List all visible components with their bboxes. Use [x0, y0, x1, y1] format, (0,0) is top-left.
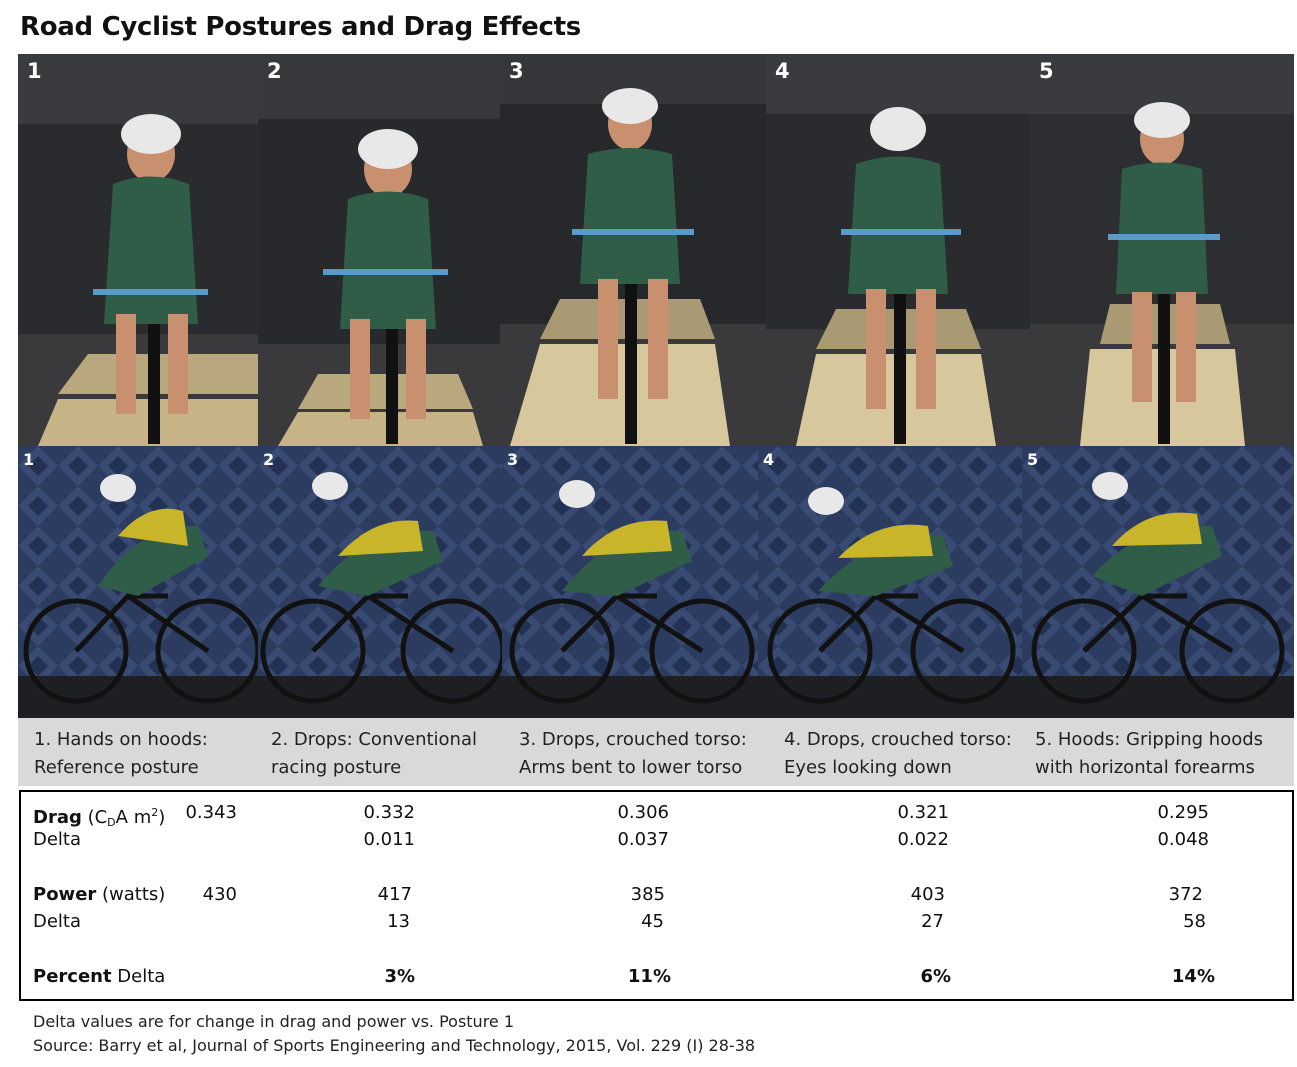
- footnote-source: Source: Barry et al, Journal of Sports E…: [33, 1036, 756, 1055]
- panel-number: 3: [507, 450, 519, 469]
- caption-line: racing posture: [271, 757, 402, 778]
- posture-caption-2: 2. Drops: Conventional racing posture: [255, 718, 503, 786]
- front-photo-posture-4: 4: [766, 54, 1030, 446]
- power-value-posture-4: 403: [910, 884, 945, 905]
- drag-value-posture-5: 0.295: [1157, 802, 1209, 823]
- panel-number: 2: [267, 59, 282, 83]
- page-title: Road Cyclist Postures and Drag Effects: [20, 12, 581, 42]
- caption-line: 5. Hoods: Gripping hoods: [1035, 729, 1264, 750]
- percent-delta-posture-2: 3%: [384, 966, 415, 987]
- percent-label-rest: Delta: [111, 966, 166, 987]
- drag-unit: ): [158, 807, 166, 828]
- front-photo-posture-2: 2: [258, 54, 500, 446]
- caption-line: with horizontal forearms: [1035, 757, 1255, 778]
- drag-value-posture-2: 0.332: [363, 802, 415, 823]
- front-photo-posture-3: 3: [500, 54, 766, 446]
- drag-delta-posture-4: 0.022: [897, 829, 949, 850]
- power-value-posture-3: 385: [630, 884, 665, 905]
- drag-unit-subscript: D: [107, 816, 116, 829]
- front-photo-posture-5: 5: [1030, 54, 1294, 446]
- caption-line: 1. Hands on hoods:: [34, 729, 208, 750]
- percent-delta-posture-5: 14%: [1171, 966, 1215, 987]
- footnote-delta: Delta values are for change in drag and …: [33, 1012, 515, 1031]
- panel-number: 4: [775, 59, 790, 83]
- power-label: Power: [33, 884, 97, 905]
- posture-caption-1: 1. Hands on hoods: Reference posture: [18, 718, 255, 786]
- posture-caption-4: 4. Drops, crouched torso: Eyes looking d…: [768, 718, 1019, 786]
- power-delta-posture-5: 58: [1183, 911, 1206, 932]
- caption-line: 2. Drops: Conventional: [271, 729, 477, 750]
- panel-number: 1: [27, 59, 42, 83]
- power-delta-label: Delta: [33, 911, 82, 932]
- drag-delta-posture-5: 0.048: [1157, 829, 1209, 850]
- drag-row-label: Drag (CDA m2): [33, 802, 165, 834]
- drag-value-posture-4: 0.321: [897, 802, 949, 823]
- posture-caption-3: 3. Drops, crouched torso: Arms bent to l…: [503, 718, 768, 786]
- power-unit: (watts): [96, 884, 166, 905]
- caption-line: Reference posture: [34, 757, 199, 778]
- front-view-photo-row: 1 2: [18, 54, 1294, 446]
- side-photo-posture-1: 1: [18, 446, 258, 718]
- power-delta-posture-4: 27: [921, 911, 944, 932]
- posture-caption-band: 1. Hands on hoods: Reference posture 2. …: [18, 718, 1294, 786]
- panel-number: 5: [1039, 59, 1054, 83]
- panel-number: 5: [1027, 450, 1039, 469]
- side-photo-posture-2: 2: [258, 446, 502, 718]
- drag-unit: (C: [81, 807, 108, 828]
- power-value-posture-5: 372: [1168, 884, 1203, 905]
- side-photo-posture-5: 5: [1022, 446, 1294, 718]
- drag-delta-posture-2: 0.011: [363, 829, 415, 850]
- percent-delta-posture-3: 11%: [627, 966, 671, 987]
- panel-number: 1: [23, 450, 35, 469]
- posture-caption-5: 5. Hoods: Gripping hoods with horizontal…: [1019, 718, 1294, 786]
- drag-delta-label: Delta: [33, 829, 82, 850]
- caption-line: 4. Drops, crouched torso:: [784, 729, 1012, 750]
- front-photo-posture-1: 1: [18, 54, 258, 446]
- panel-number: 4: [763, 450, 775, 469]
- drag-power-table: Drag (CDA m2) Delta Power (watts) Delta …: [19, 790, 1294, 1001]
- drag-label: Drag: [33, 807, 82, 828]
- caption-line: 3. Drops, crouched torso:: [519, 729, 747, 750]
- side-view-photo-row: 1 2 3: [18, 446, 1294, 718]
- drag-unit-superscript: 2: [151, 806, 159, 819]
- drag-unit: A m: [115, 807, 152, 828]
- power-row-label: Power (watts): [33, 884, 165, 906]
- side-photo-posture-3: 3: [502, 446, 758, 718]
- percent-label: Percent: [33, 966, 112, 987]
- caption-line: Arms bent to lower torso: [519, 757, 743, 778]
- power-delta-posture-3: 45: [641, 911, 664, 932]
- percent-delta-label: Percent Delta: [33, 966, 165, 988]
- panel-number: 2: [263, 450, 275, 469]
- drag-value-posture-3: 0.306: [617, 802, 669, 823]
- power-value-posture-1: 430: [202, 884, 237, 905]
- panel-number: 3: [509, 59, 524, 83]
- drag-value-posture-1: 0.343: [185, 802, 237, 823]
- caption-line: Eyes looking down: [784, 757, 952, 778]
- power-delta-posture-2: 13: [387, 911, 410, 932]
- power-value-posture-2: 417: [377, 884, 412, 905]
- percent-delta-posture-4: 6%: [920, 966, 951, 987]
- drag-delta-posture-3: 0.037: [617, 829, 669, 850]
- side-photo-posture-4: 4: [758, 446, 1022, 718]
